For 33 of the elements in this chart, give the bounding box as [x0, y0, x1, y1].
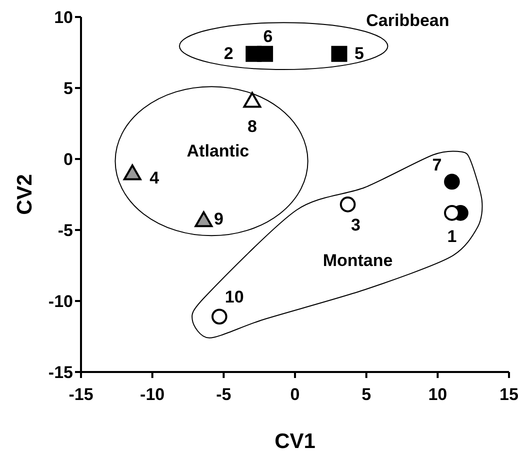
y-tick-label: 10 — [54, 8, 73, 27]
series-label: 8 — [247, 117, 257, 136]
point — [340, 196, 356, 212]
annotation: Montane — [322, 250, 393, 270]
series-label: 10 — [224, 288, 244, 307]
y-tick-label: -15 — [48, 362, 73, 382]
x-tick-label: 10 — [428, 385, 448, 404]
y-tick-label: 0 — [64, 150, 73, 169]
series-label: 2 — [224, 44, 234, 63]
x-tick-label: 0 — [290, 385, 300, 404]
point — [211, 308, 228, 325]
series-label: 6 — [263, 26, 273, 46]
x-tick-label: 15 — [500, 385, 518, 404]
point — [331, 46, 348, 62]
y-tick-label: 5 — [64, 78, 73, 98]
x-tick-label: -5 — [216, 385, 232, 404]
x-tick-label: -10 — [140, 385, 165, 404]
series-label: 4 — [150, 168, 160, 188]
series-label: 7 — [432, 156, 442, 175]
series-label: 9 — [214, 209, 224, 228]
annotation: Atlantic — [186, 141, 250, 160]
point — [444, 174, 460, 190]
x-tick-label: 5 — [362, 385, 372, 404]
series-label: 1 — [447, 226, 457, 246]
series-label: 3 — [351, 215, 361, 234]
y-tick-label: -10 — [48, 292, 73, 311]
annotation: Caribbean — [366, 10, 450, 30]
x-axis-title: CV1 — [274, 430, 316, 453]
point — [257, 46, 274, 62]
series-label: 5 — [354, 44, 364, 63]
y-axis-title: CV2 — [13, 174, 36, 215]
y-tick-label: -5 — [58, 220, 73, 240]
point — [444, 205, 460, 221]
